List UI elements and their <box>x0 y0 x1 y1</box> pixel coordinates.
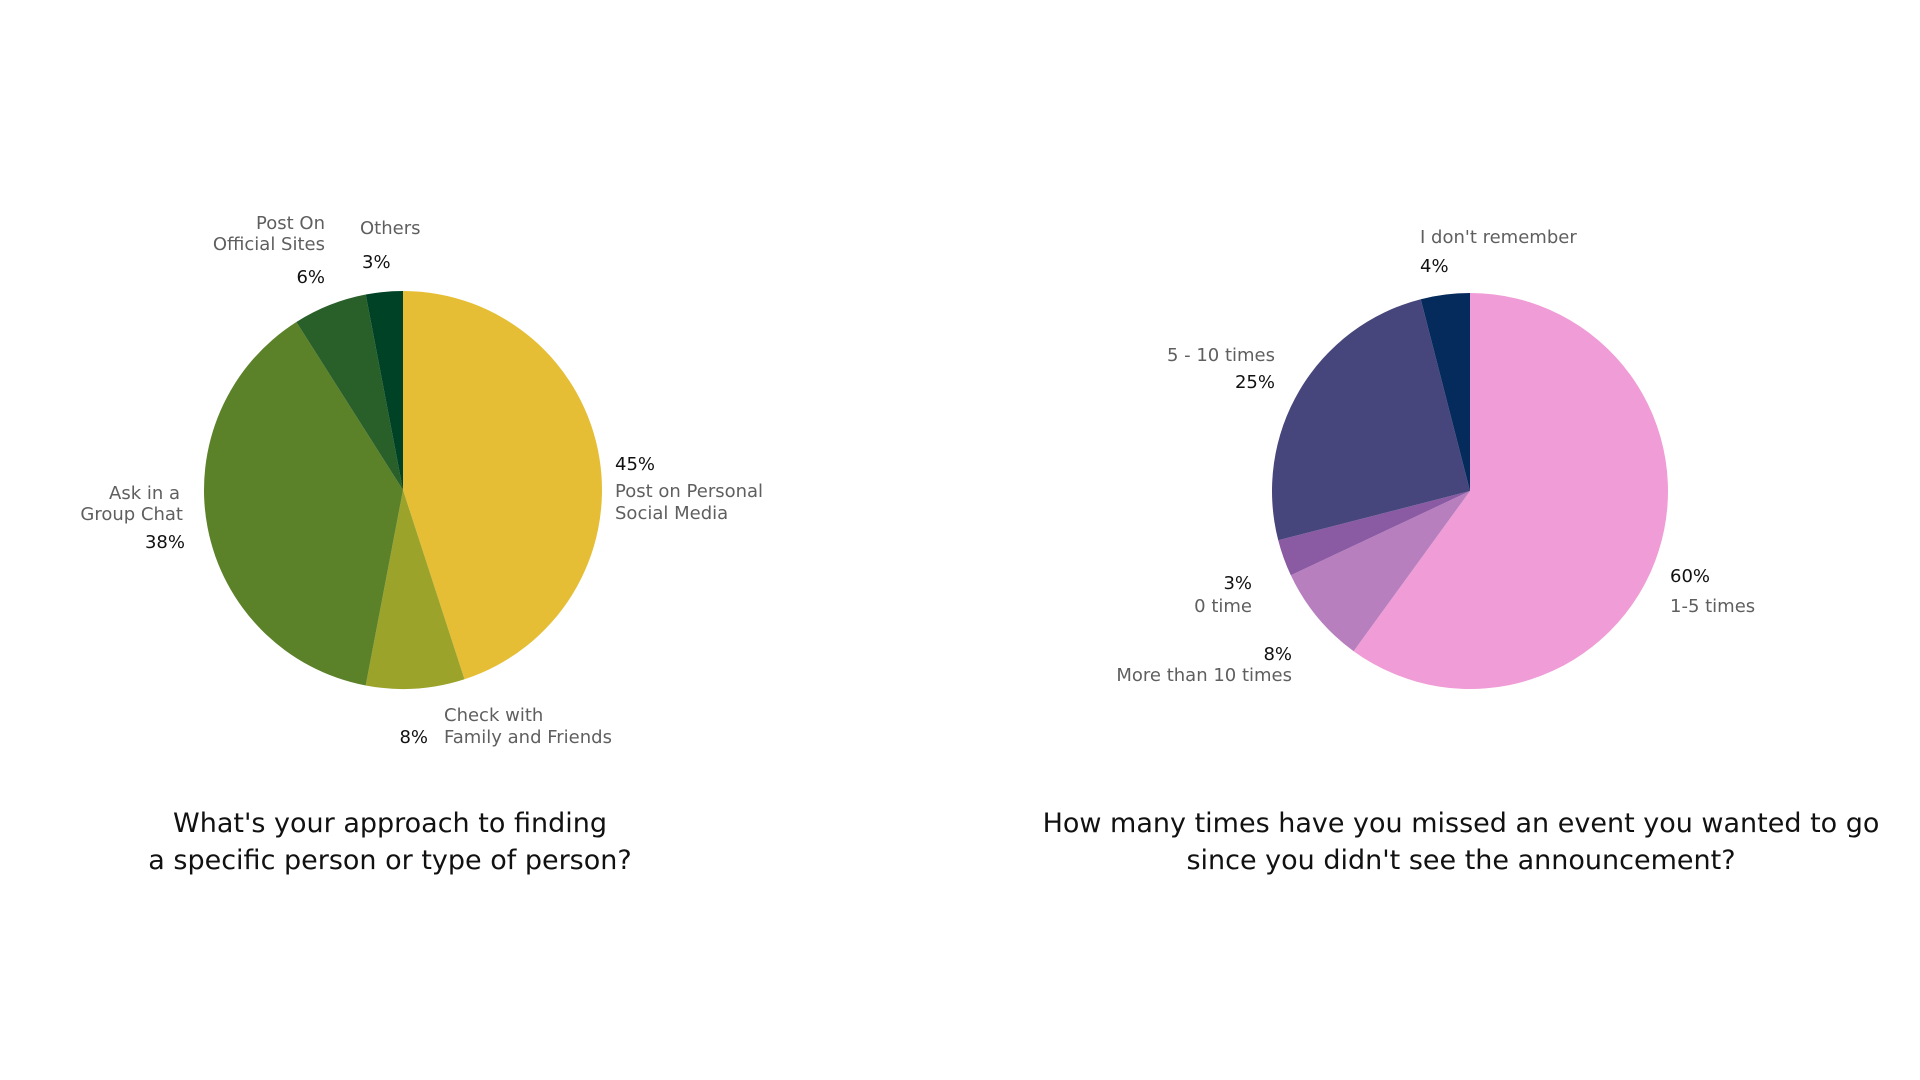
slice-name-label-line-2: Official Sites <box>213 234 325 255</box>
chart-title: How many times have you missed an event … <box>1043 808 1880 876</box>
slice-name-label-line-1: Post On <box>256 213 325 234</box>
slice-label-1-5-times: 60% 1-5 times <box>1670 566 1755 617</box>
slice-value-label: 45% <box>615 454 655 475</box>
chart-title-line-2: a specific person or type of person? <box>148 845 631 876</box>
slice-label-0-time: 3% 0 time <box>1194 573 1252 617</box>
chart-title-line-1: What's your approach to finding <box>173 808 607 839</box>
slice-label-ask-in-a-group-chat: Ask in a Group Chat 38% <box>80 483 185 553</box>
slice-name-label: More than 10 times <box>1116 665 1292 686</box>
pie-slice-i-don-t-remember <box>1420 293 1470 491</box>
slice-value-label: 8% <box>399 727 428 748</box>
slice-label-check-with-family-and-friends: Check with Family and Friends 8% <box>399 705 612 748</box>
pie-slices <box>1271 293 1668 689</box>
slice-value-label: 8% <box>1263 644 1292 665</box>
pie-slice-more-than-10-times <box>1290 491 1470 652</box>
slice-label-others: Others 3% <box>360 218 421 273</box>
pie-slice-check-with-family-and-friends <box>365 490 465 690</box>
slice-name-label: 5 - 10 times <box>1167 345 1275 366</box>
pie-slice-0-time <box>1278 491 1470 576</box>
slice-value-label: 3% <box>362 252 391 273</box>
slice-value-label: 4% <box>1420 256 1449 277</box>
slice-label-i-dont-remember: I don't remember 4% <box>1420 227 1577 277</box>
pie-chart-missed-events: 60% 1-5 times 8% More than 10 times 3% 0… <box>1043 227 1880 876</box>
slice-name-label: 1-5 times <box>1670 596 1755 617</box>
slice-label-5-10-times: 5 - 10 times 25% <box>1167 345 1275 393</box>
slice-name-label: 0 time <box>1194 596 1252 617</box>
slice-name-label-line-2: Family and Friends <box>444 727 612 748</box>
chart-title-line-2: since you didn't see the announcement? <box>1186 845 1735 876</box>
slice-value-label: 38% <box>145 532 185 553</box>
chart-title-line-1: How many times have you missed an event … <box>1043 808 1880 839</box>
slice-name-label: I don't remember <box>1420 227 1577 248</box>
pie-slice-post-on-personal-social-media <box>403 291 602 680</box>
pie-slices <box>203 290 602 690</box>
slice-label-post-on-official-sites: Post On Official Sites 6% <box>213 213 325 288</box>
slice-value-label: 3% <box>1223 573 1252 594</box>
pie-slice-others <box>365 290 403 490</box>
slice-name-label: Others <box>360 218 421 239</box>
slice-name-label-line-2: Group Chat <box>80 504 183 525</box>
pie-slice-5-10-times <box>1271 299 1470 541</box>
slice-name-label-line-1: Post on Personal <box>615 481 763 502</box>
slice-name-label-line-1: Check with <box>444 705 543 726</box>
slice-value-label: 25% <box>1235 372 1275 393</box>
slice-name-label-line-1: Ask in a <box>109 483 180 504</box>
pie-slice-1-5-times <box>1353 293 1668 689</box>
slice-value-label: 60% <box>1670 566 1710 587</box>
slice-label-more-than-10-times: 8% More than 10 times <box>1116 644 1292 686</box>
pie-slice-ask-in-a-group-chat <box>203 321 403 686</box>
chart-title: What's your approach to finding a specif… <box>148 808 631 876</box>
pie-chart-approach: 45% Post on Personal Social Media Check … <box>80 213 763 876</box>
slice-value-label: 6% <box>296 267 325 288</box>
pie-slice-post-on-official-sites <box>296 294 403 490</box>
slice-name-label-line-2: Social Media <box>615 503 728 524</box>
slice-label-post-on-personal-social-media: 45% Post on Personal Social Media <box>615 454 763 524</box>
